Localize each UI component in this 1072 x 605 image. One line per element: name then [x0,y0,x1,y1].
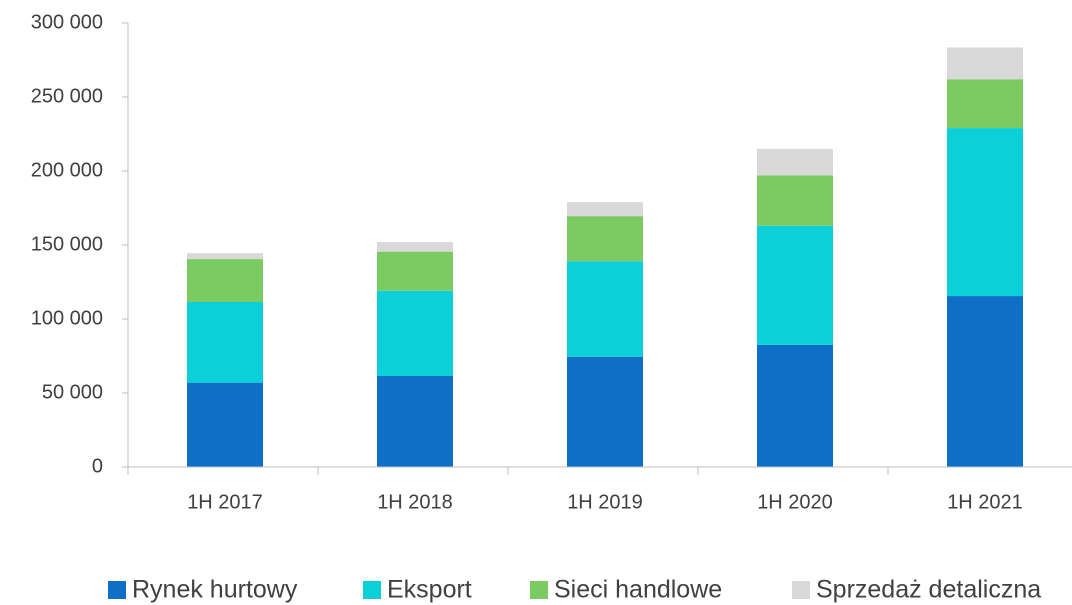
bar-segment [757,148,833,176]
x-tick-label: 1H 2019 [567,491,643,513]
legend-label: Sprzedaż detaliczna [816,576,1041,604]
bar-segment [187,301,263,383]
legend-swatch [530,581,548,599]
bar-segment [947,296,1023,467]
x-tick-label: 1H 2018 [377,491,453,513]
bar-segment [567,261,643,357]
bar-segment [377,242,453,252]
y-tick-label: 250 000 [31,85,103,107]
y-tick-label: 0 [92,455,103,477]
y-tick-label: 50 000 [42,381,103,403]
x-tick-label: 1H 2017 [187,491,263,513]
bar-segment [377,375,453,467]
bar-segment [947,47,1023,80]
legend-label: Eksport [387,576,472,604]
bar-segment [187,259,263,302]
bar-segment [567,356,643,467]
bar-segment [567,216,643,262]
y-tick-label: 200 000 [31,159,103,181]
bar-segment [757,175,833,226]
legend-label: Sieci handlowe [554,576,722,604]
legend-label: Rynek hurtowy [132,576,298,604]
bar-segment [377,290,453,376]
bar-segment [947,128,1023,297]
y-tick-label: 300 000 [31,11,103,33]
legend-swatch [108,581,126,599]
bar-segment [757,225,833,345]
bar-segment [187,253,263,260]
bar-segment [377,251,453,291]
x-tick-label: 1H 2021 [947,491,1023,513]
legend-swatch [363,581,381,599]
legend-swatch [792,581,810,599]
bar-segment [757,344,833,467]
y-tick-label: 100 000 [31,307,103,329]
bar-segment [567,202,643,217]
x-tick-label: 1H 2020 [757,491,833,513]
y-tick-label: 150 000 [31,233,103,255]
bar-segment [187,382,263,467]
bar-segment [947,79,1023,129]
